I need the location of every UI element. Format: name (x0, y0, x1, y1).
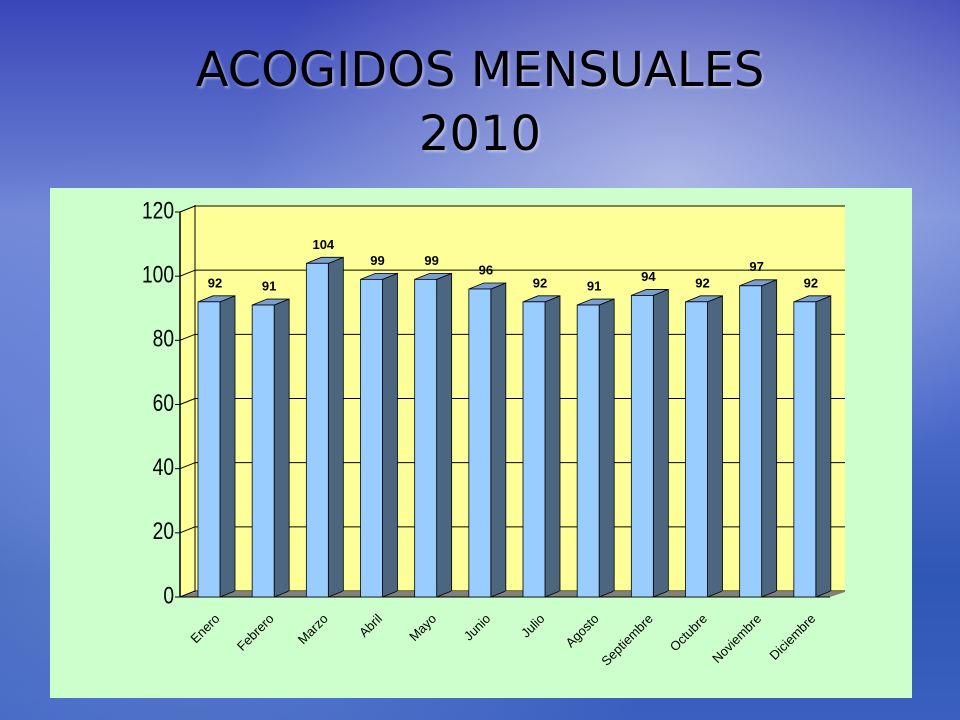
value-label: 94 (641, 269, 656, 284)
y-tick-label: 20 (153, 517, 174, 545)
value-label: 91 (587, 278, 601, 293)
value-label: 92 (695, 275, 709, 290)
bar (197, 301, 221, 598)
bar (305, 262, 329, 598)
grid-diagonal (179, 590, 196, 598)
bar (793, 301, 817, 598)
grid-diagonal (179, 462, 196, 470)
value-label: 92 (533, 275, 547, 290)
bar (630, 295, 654, 598)
bar (414, 278, 438, 598)
grid-diagonal (179, 269, 196, 277)
value-label: 92 (804, 275, 818, 290)
chart-title: ACOGIDOS MENSUALES 2010 (195, 42, 765, 162)
bar (251, 304, 275, 598)
bar-side (273, 298, 290, 598)
bar (685, 301, 708, 598)
bar (739, 285, 763, 598)
bar-side (815, 295, 832, 598)
bar-side (707, 295, 723, 598)
bar-side (761, 279, 778, 598)
grid-diagonal (179, 526, 196, 534)
y-tick-label: 40 (153, 453, 174, 481)
value-label: 91 (262, 278, 276, 293)
bar-side (382, 272, 398, 598)
bar-side (490, 282, 507, 598)
grid-diagonal (179, 333, 196, 341)
value-label: 99 (424, 253, 438, 268)
y-tick-label: 100 (142, 260, 174, 288)
bar-side (219, 295, 236, 598)
y-tick-label: 80 (153, 325, 174, 353)
bar (522, 301, 546, 598)
bar-side (327, 256, 344, 598)
bar-side (652, 288, 669, 598)
bar (576, 304, 600, 598)
plot-floor (180, 592, 845, 597)
plot-wall (180, 205, 845, 597)
y-tick-label: 120 (142, 196, 174, 224)
value-label: 104 (312, 237, 334, 252)
y-tick-label: 60 (153, 389, 174, 417)
value-label: 92 (208, 275, 222, 290)
y-tick-label: 0 (163, 581, 174, 609)
bar-side (436, 272, 453, 598)
bar-side (598, 298, 615, 598)
bar-side (544, 295, 561, 598)
value-label: 99 (370, 253, 384, 268)
value-label: 97 (749, 259, 763, 274)
grid-diagonal (179, 205, 196, 213)
bar (468, 288, 492, 598)
bar (360, 278, 383, 598)
grid-diagonal (179, 398, 196, 405)
value-label: 96 (479, 262, 493, 277)
